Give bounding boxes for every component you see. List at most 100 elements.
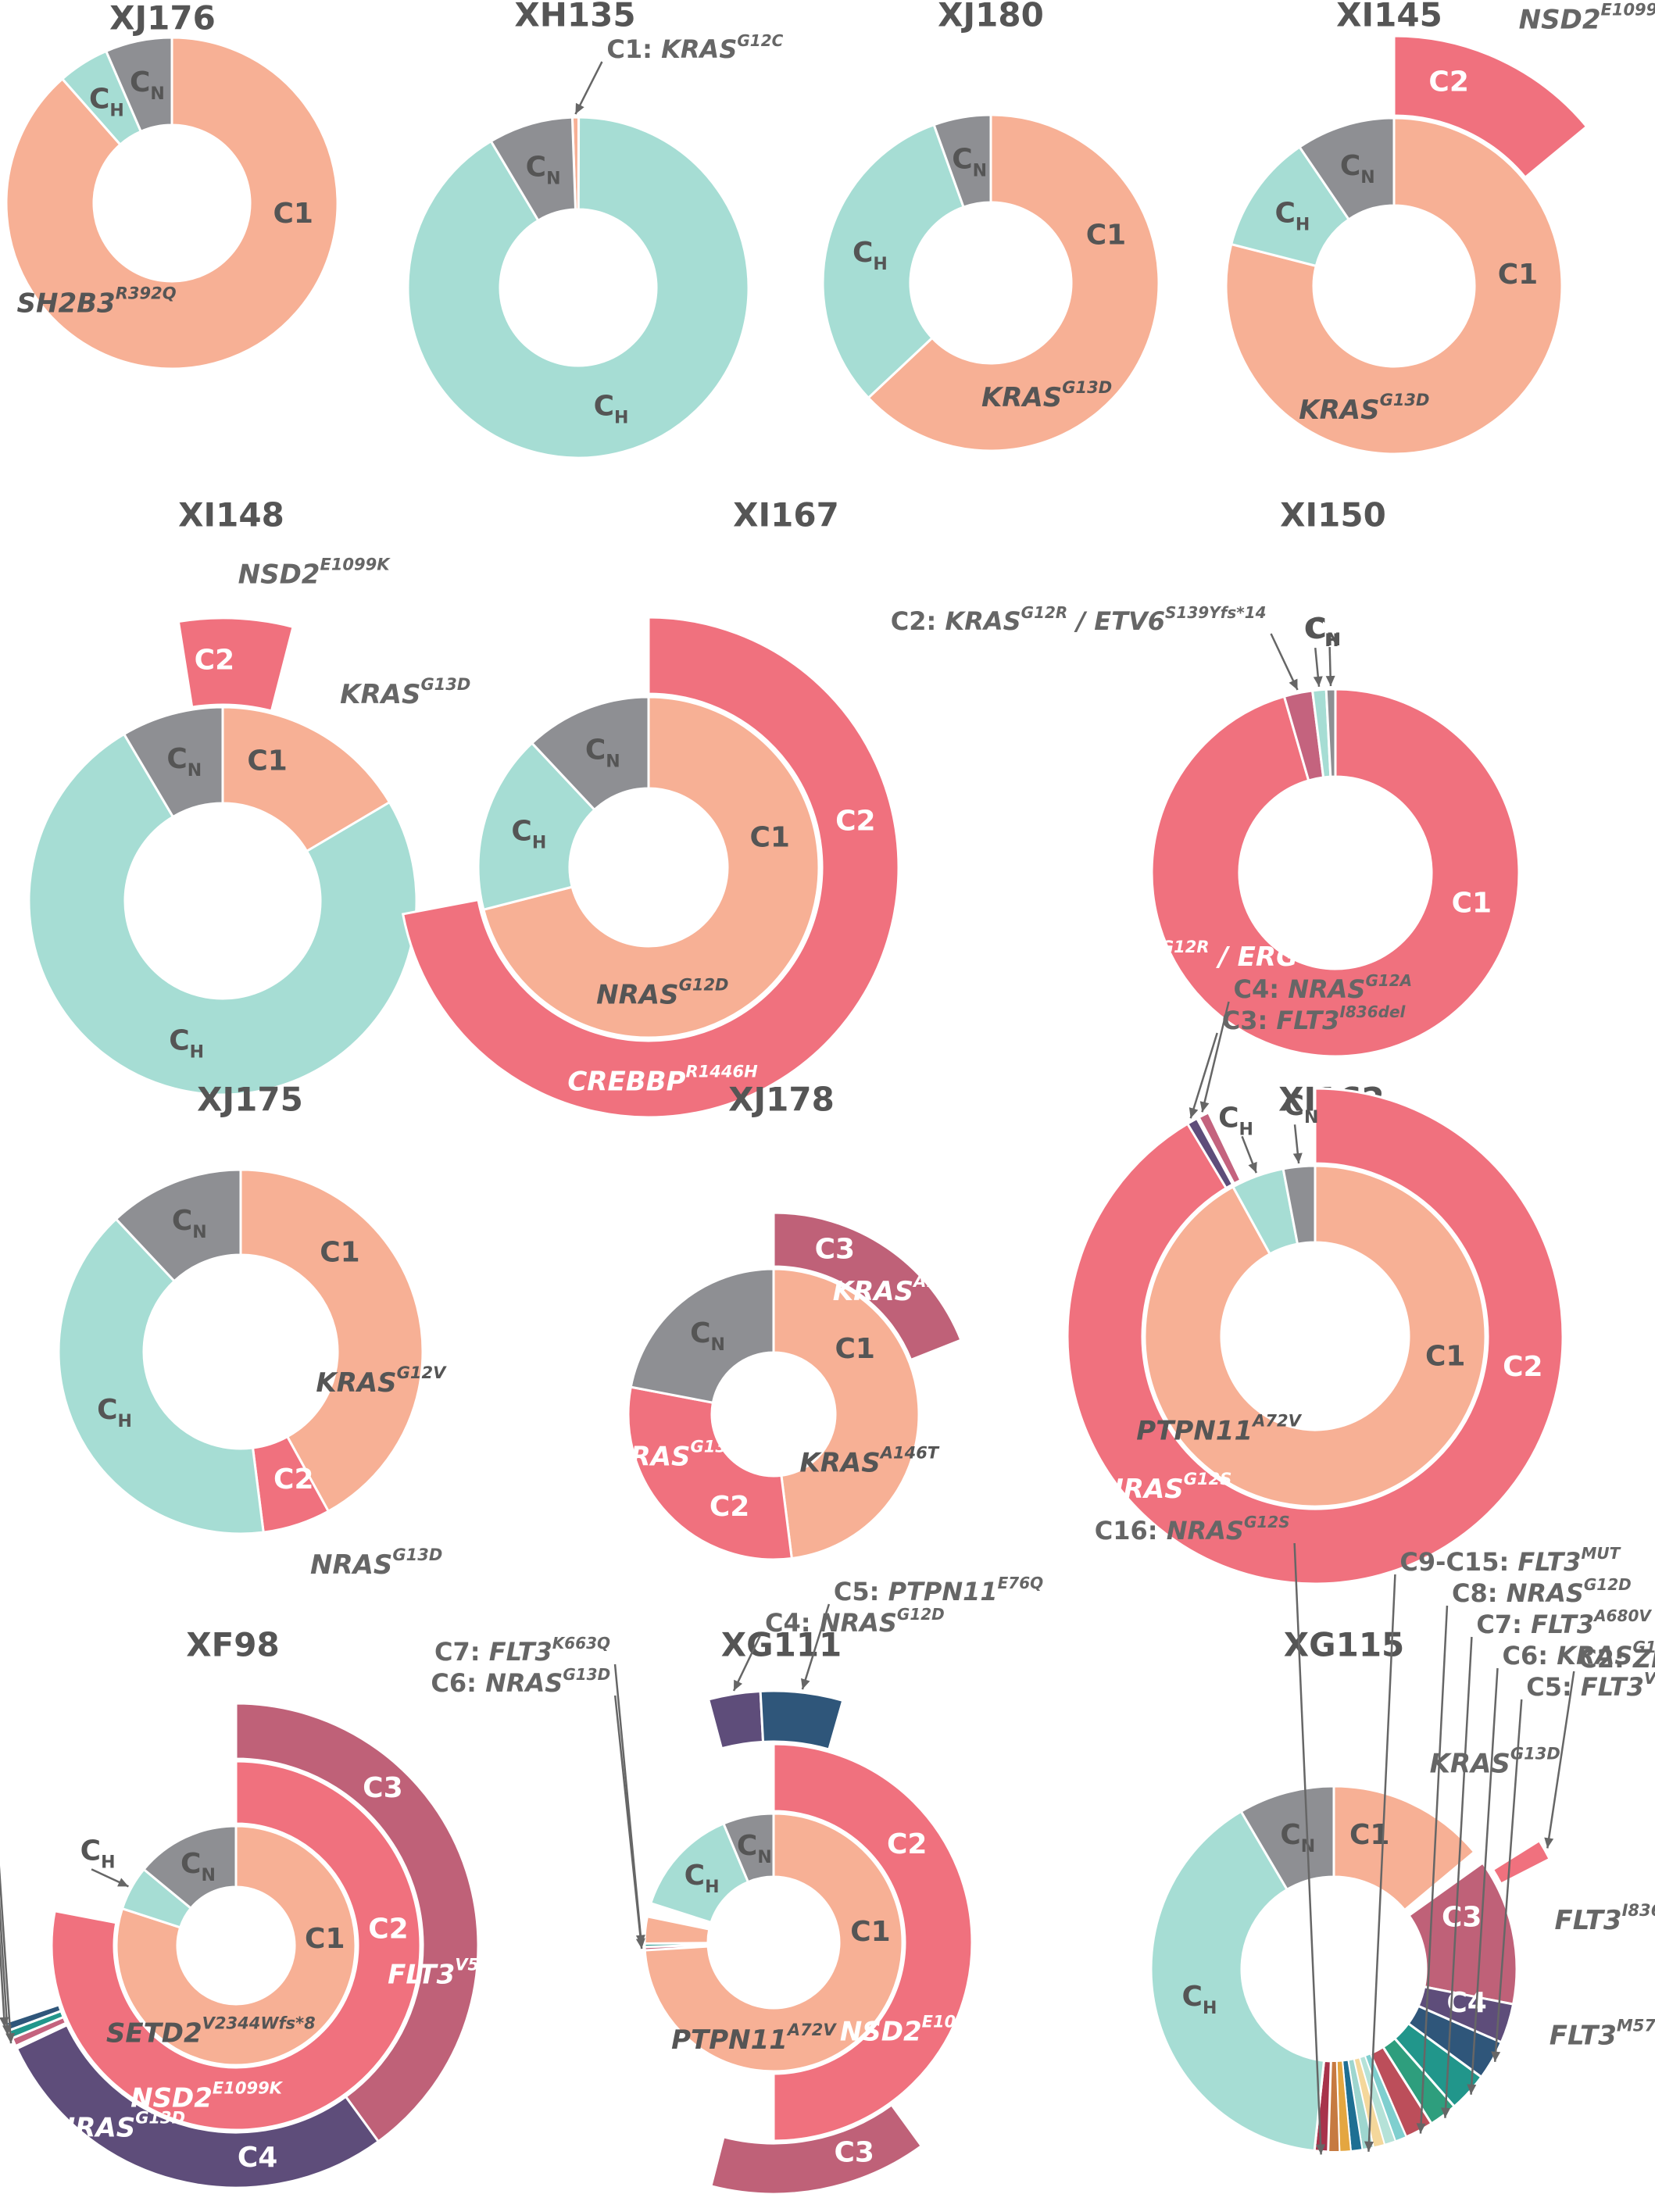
mutation-xj180-c1-variant: G13D: [1062, 378, 1112, 397]
slice-xi167-c1: [482, 695, 820, 1039]
callout-xg115-c8-gene: NRAS: [1507, 1578, 1584, 1608]
callout-xg115-c16-line: [1293, 1542, 1322, 2155]
mutation-xi145-c2-variant: E1099K: [1600, 1, 1655, 20]
label-xg111-cn: CN: [737, 1830, 772, 1867]
label-xg111-ch-sub: H: [705, 1878, 719, 1897]
label-xj175-c1: C1: [320, 1237, 359, 1269]
mutation-xj176-c1-variant: R392Q: [116, 284, 177, 303]
callout-xi162-cn-label-sub: N: [1304, 1108, 1318, 1127]
callout-xi162-c4: C4: NRASG12A: [1234, 971, 1413, 1005]
label-xg115-c3: C3: [1442, 1901, 1482, 1933]
mutation-xi167-c2-variant: R1446H: [685, 1062, 758, 1081]
callout-xg111-c5-gene: PTPN11: [888, 1577, 998, 1606]
callout-xg111-c6: C6: NRASG13D: [431, 1665, 610, 1699]
panel-xg115: XG115C1KRASG13DC3FLT3I836delC4FLT3M578LC…: [1095, 1513, 1655, 2155]
callout-xg115-c5-head: [1491, 2051, 1501, 2062]
mutation-xf98-c1: SETD2V2344Wfs*8: [106, 2014, 316, 2049]
label-xg115-cn: CN: [1280, 1819, 1315, 1856]
mutation-xj175-c1-variant: G12V: [397, 1363, 447, 1382]
label-xg111-c1: C1: [850, 1916, 890, 1948]
mutation-xj178-c1: KRASA146T: [799, 1444, 939, 1479]
label-xg111-ch: CH: [685, 1860, 720, 1897]
label-xi145-cn-sub: N: [1360, 168, 1374, 188]
callout-xg115-c6-gene: KRAS: [1557, 1641, 1632, 1671]
mutation-xi162-c2-variant: G12S: [1184, 1470, 1232, 1488]
slice-xg111-c3: [710, 2103, 924, 2196]
label-xi145-ch: CH: [1274, 198, 1310, 235]
slice-xi148-cn: [122, 706, 224, 819]
label-xg115-cn-base: C: [1280, 1819, 1300, 1851]
label-xj180-c1: C1: [1086, 220, 1126, 252]
label-xj180-cn-sub: N: [973, 161, 987, 180]
slice-xf98-c1: [115, 1824, 357, 2067]
slice-xg111-c7: [643, 1942, 710, 1949]
label-xf98-cn-base: C: [181, 1848, 201, 1880]
mutation-xi150-c1-variant: G12R: [1160, 938, 1210, 956]
label-xh135-ch-base: C: [594, 390, 614, 422]
label-xi167-cn-base: C: [585, 734, 606, 767]
label-xj175-cn: CN: [172, 1205, 207, 1242]
callout-xf98-c5-line: [0, 1865, 13, 2044]
callout-xg111-c4-clone: C4:: [765, 1608, 820, 1638]
label-xi167-cn-sub: N: [606, 752, 620, 772]
slice-xi145-c1: [1224, 116, 1564, 456]
panel-title-xj176: XJ176: [109, 0, 216, 38]
callout-xg115-c6-clone: C6:: [1503, 1641, 1557, 1671]
slice-xi148-c2: [177, 616, 295, 713]
slice-xj175-cn: [114, 1168, 242, 1283]
mutation-xf98-c2-variant: E1099K: [213, 2078, 284, 2097]
callout-xg111-c6-gene: NRAS: [485, 1668, 563, 1698]
mutation-xg111-c1-gene: PTPN11: [671, 2024, 788, 2055]
callout-xi150-ch-label-sub: H: [1324, 631, 1339, 651]
label-xi148-ch-base: C: [169, 1025, 189, 1057]
mutation-xg115-c3-gene: FLT3: [1554, 1904, 1621, 1935]
mutation-xf98-c1-gene: SETD2: [106, 2017, 202, 2049]
label-xg115-ch: CH: [1182, 1981, 1217, 2018]
mutation-xg115-c4-variant: M578L: [1617, 2016, 1655, 2035]
label-xj180-cn: CN: [952, 143, 987, 180]
callout-xi162-ch-label: CH: [1218, 1102, 1253, 1139]
slice-xi167-ch: [477, 741, 596, 912]
mutation-xj178-c1-variant: A146T: [879, 1444, 940, 1463]
mutation-xj178-c2-gene: KRAS: [609, 1441, 690, 1472]
slice-xf98-c3: [234, 1702, 480, 2143]
mutation-xj176-c1-gene: SH2B3: [17, 288, 116, 319]
label-xj178-cn-base: C: [690, 1317, 710, 1349]
label-xi148-cn-base: C: [166, 743, 187, 775]
label-xi148-c1: C1: [247, 745, 287, 777]
mutation-xg111-c1-variant: A72V: [786, 2021, 837, 2039]
callout-xg111-c5-clone: C5:: [834, 1577, 888, 1606]
callout-xg111-c4-variant: G12D: [897, 1605, 945, 1624]
callout-xg115-c5-variant: V579G: [1644, 1669, 1655, 1688]
label-xf98-c2: C2: [368, 1913, 408, 1945]
panel-title-xi167: XI167: [733, 496, 839, 534]
callout-xi150-c2-clone: C2:: [891, 606, 945, 636]
label-xj180-ch-sub: H: [873, 255, 887, 274]
label-xf98-cn-sub: N: [201, 1866, 215, 1885]
panel-title-xf98: XF98: [186, 1626, 280, 1664]
callout-xh135-c1: C1: KRASG12C: [606, 31, 783, 65]
mutation-xj175-c2-variant: G13D: [392, 1546, 442, 1564]
label-xj180-cn-base: C: [952, 143, 972, 175]
label-xf98-cn: CN: [181, 1848, 216, 1885]
callout-xi162-c3-gene: FLT3: [1276, 1006, 1339, 1035]
callout-xf98-ch-label-sub: H: [101, 1853, 115, 1872]
mutation-xg115-c4: FLT3M578L: [1550, 2016, 1655, 2051]
slice-xi162-cn: [1281, 1164, 1317, 1245]
slice-xi162-c2: [1066, 1087, 1564, 1585]
callout-xi150-cn-head: [1325, 675, 1335, 687]
callout-xh135-c1-variant: G12C: [737, 31, 783, 50]
callout-xg115-c16-variant: G12S: [1244, 1513, 1290, 1531]
callout-xg115-c2-gene: ZEB2: [1632, 1644, 1655, 1674]
mutation-xi150-c1-gene2: ERG: [1238, 942, 1298, 973]
label-xh135-cn: CN: [526, 151, 561, 188]
label-xi145-cn-base: C: [1340, 150, 1360, 182]
callout-xg111-c5-head: [801, 1678, 810, 1690]
label-xi148-ch-sub: H: [190, 1043, 204, 1063]
callout-xg111-c5-variant: E76Q: [998, 1574, 1044, 1592]
callout-xi162-c4-clone: C4:: [1234, 974, 1289, 1004]
panel-title-xi150: XI150: [1280, 496, 1386, 534]
